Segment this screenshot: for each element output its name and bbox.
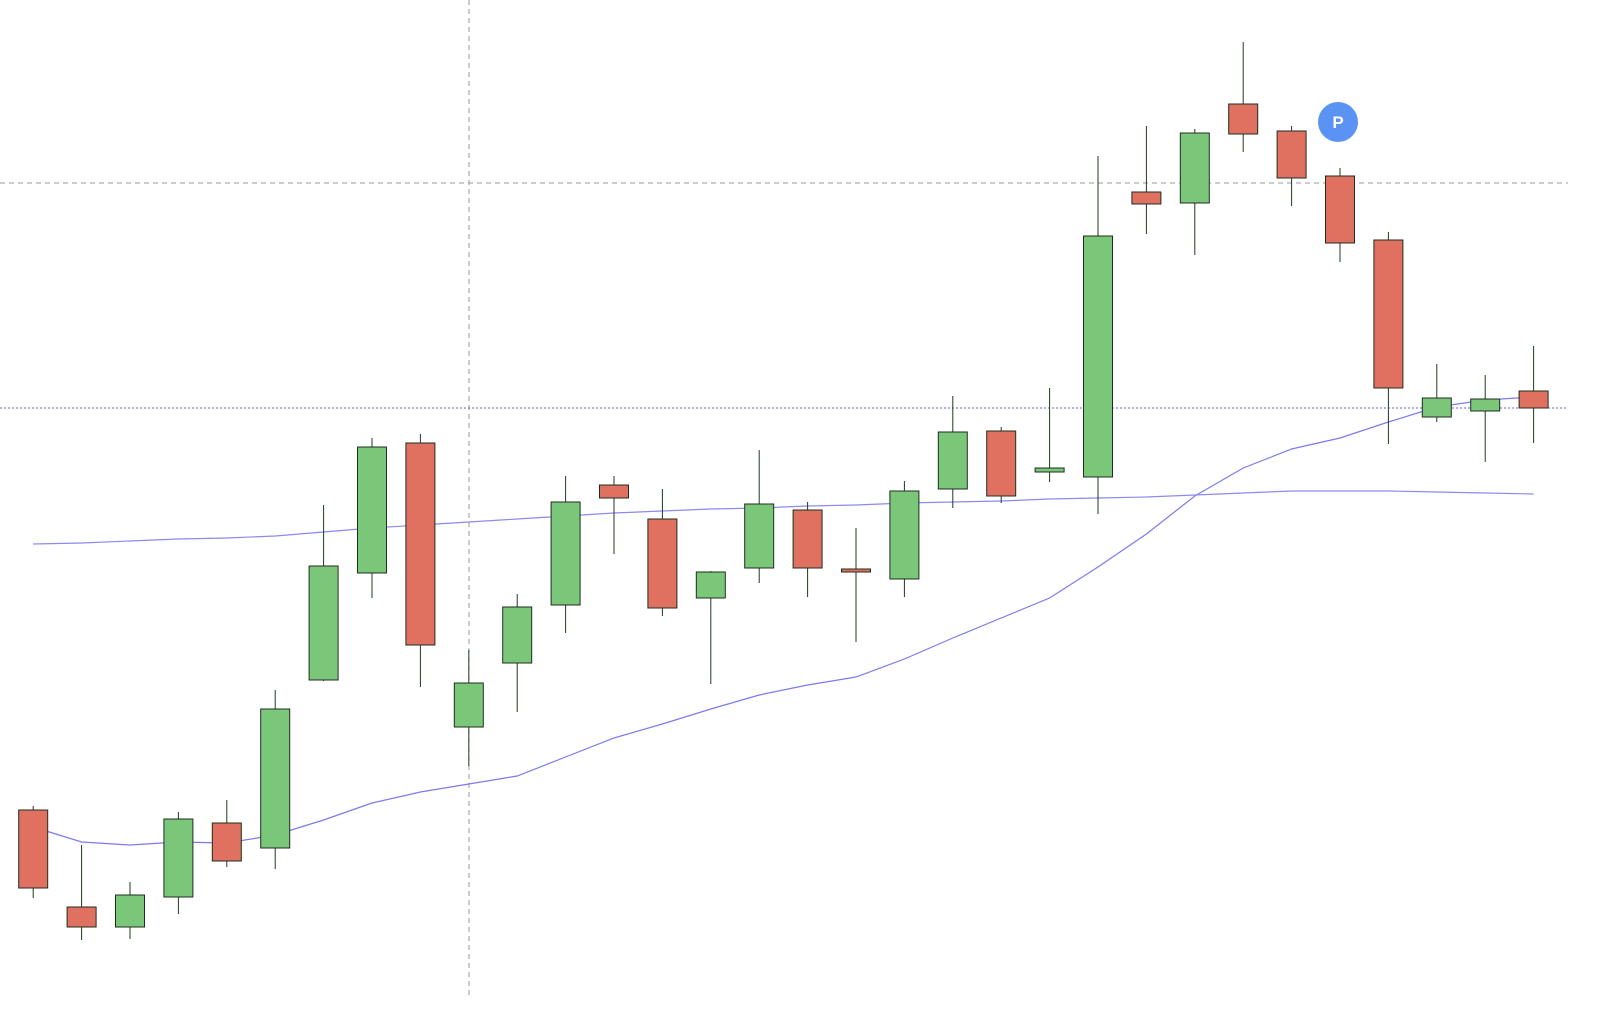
candle-body [1373,239,1404,389]
candle-body [66,906,97,928]
moving-average [33,490,1534,545]
candle-body [889,490,920,580]
candle-body [792,509,823,569]
candle-body [1083,235,1113,478]
marker-badge [1318,102,1358,142]
candle-body [18,809,49,889]
candle-body [260,708,291,849]
candle-body [1518,390,1549,409]
candle-body [937,431,968,490]
candle-body [550,501,581,606]
candle-body [211,822,242,862]
candle-body [357,446,387,574]
candle-body [1421,397,1452,418]
moving-average [33,396,1534,846]
candle-body [647,518,678,609]
candle-body [744,503,775,569]
candle-body [115,894,145,928]
candle-body [1131,191,1162,205]
marker-label: P [1332,113,1343,132]
candle-body [453,682,484,728]
candle-body [502,606,533,664]
candle-body [1034,467,1065,473]
candle-body [1179,132,1210,204]
candle-body [986,430,1017,497]
candle-body [841,568,871,573]
candle-body [405,442,436,646]
candle-body [599,484,629,499]
candle-body [1325,175,1355,244]
candle-body [163,818,194,898]
candle-body [695,571,726,599]
candle-body [1228,103,1259,135]
candle-body [1276,130,1307,179]
candle-body [308,565,339,681]
candle-body [1470,398,1501,412]
